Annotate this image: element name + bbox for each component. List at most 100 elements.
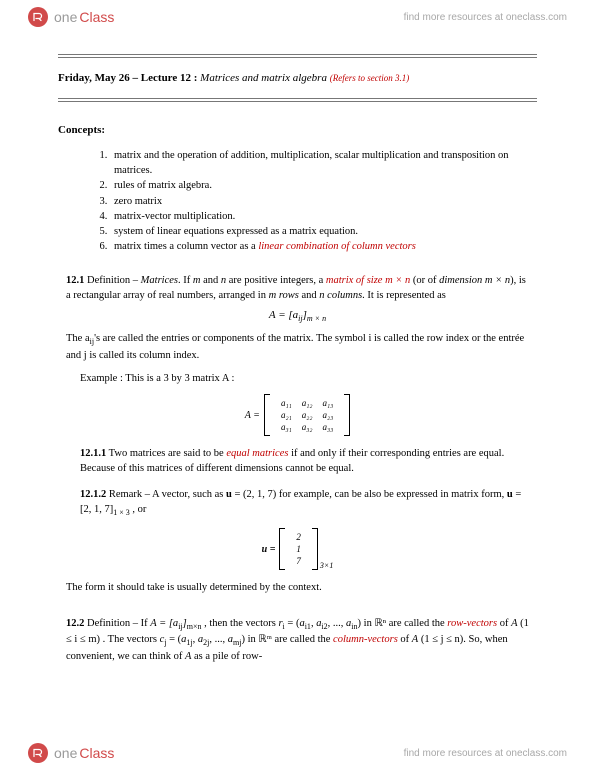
t: . The vectors — [100, 634, 160, 645]
context-line: The form it should take is usually deter… — [66, 580, 529, 595]
t: are positive integers, a — [226, 275, 326, 286]
t: 1 × 3 — [113, 508, 130, 517]
t: A = [a — [269, 309, 298, 321]
def-word: Definition – — [84, 275, 140, 286]
t: = (2, 1, 7) for example, can be also be … — [232, 489, 507, 500]
concept-item: matrix and the operation of addition, mu… — [110, 148, 537, 178]
t: , ..., — [209, 634, 227, 645]
t: The — [66, 333, 85, 344]
t: 12.1.2 — [80, 489, 106, 500]
t: m×n — [187, 622, 202, 631]
t: m rows — [269, 290, 299, 301]
logo-icon — [28, 7, 48, 27]
example-label: Example : This is a 3 by 3 matrix A : — [80, 373, 529, 384]
t: A = [a — [150, 618, 178, 629]
sec-12-1-1: 12.1.1 Two matrices are said to be equal… — [80, 446, 529, 476]
para-entries: The aij's are called the entries or comp… — [66, 331, 529, 363]
logo-icon — [28, 743, 48, 763]
concept-item: zero matrix — [110, 194, 537, 209]
header-bar: oneClass find more resources at oneclass… — [0, 0, 595, 34]
t: entries — [161, 333, 189, 344]
t: column-vectors — [333, 634, 398, 645]
rule-top-2 — [58, 98, 537, 99]
eq-A: A = [aij]m × n — [58, 309, 537, 323]
t: as a pile of row- — [191, 651, 262, 662]
t: (1 ≤ j ≤ n) — [418, 634, 463, 645]
t: are called the — [386, 618, 447, 629]
t: , ..., — [328, 618, 346, 629]
rule-top — [58, 54, 537, 55]
t: A = — [245, 410, 260, 421]
rule-bot — [58, 57, 537, 58]
t: = ( — [166, 634, 181, 645]
t: 's are called the — [94, 333, 161, 344]
t: matrix of size m × n — [326, 275, 410, 286]
document-content: Friday, May 26 – Lecture 12 : Matrices a… — [0, 34, 595, 674]
t: row index — [427, 333, 469, 344]
brand-logo-footer: oneClass — [28, 743, 114, 763]
t: = ( — [285, 618, 300, 629]
t: and — [299, 290, 319, 301]
brand-one: one — [54, 745, 77, 761]
brand-class: Class — [79, 9, 114, 25]
concepts-heading: Concepts: — [58, 124, 537, 136]
title-day: Friday, May 26 – Lecture 12 : — [58, 72, 197, 84]
t: Definition – If — [84, 618, 150, 629]
t: components — [203, 333, 254, 344]
find-more-link[interactable]: find more resources at oneclass.com — [404, 12, 567, 23]
concept-item: matrix-vector multiplication. — [110, 209, 537, 224]
sec-12-1-2: 12.1.2 Remark – A vector, such as u = (2… — [80, 487, 529, 519]
t: 12.2 — [66, 618, 84, 629]
def-12-2: 12.2 Definition – If A = [aij]m×n , then… — [66, 616, 529, 665]
rule-bot-2 — [58, 101, 537, 102]
t: m × n — [307, 314, 326, 323]
brand-class: Class — [79, 745, 114, 761]
t: Remark – A vector, such as — [106, 489, 226, 500]
title-topic: Matrices and matrix algebra — [197, 72, 329, 84]
concept-item: rules of matrix algebra. — [110, 178, 537, 193]
matrix-A: A = a₁₁a₁₂a₁₃ a₂₁a₂₂a₂₃ a₃₁a₃₂a₃₃ — [58, 394, 537, 436]
concept-item: system of linear equations expressed as … — [110, 224, 537, 239]
matrix-u: u = 2 1 7 3×1 — [58, 528, 537, 570]
def-12-1: 12.1 Definition – Matrices. If m and n a… — [66, 273, 529, 303]
t: row-vectors — [447, 618, 497, 629]
find-more-link-footer[interactable]: find more resources at oneclass.com — [404, 748, 567, 759]
brand-logo: oneClass — [28, 7, 114, 27]
t: n columns — [319, 290, 362, 301]
t: ℝᵐ — [258, 634, 271, 645]
t: . If — [178, 275, 193, 286]
t: equal matrices — [226, 448, 288, 459]
brand-one: one — [54, 9, 77, 25]
footer-bar: oneClass find more resources at oneclass… — [0, 736, 595, 770]
t: are called the — [272, 634, 333, 645]
concept-item: matrix times a column vector as a linear… — [110, 239, 537, 254]
t: ℝⁿ — [374, 618, 386, 629]
t: . — [197, 350, 200, 361]
t: ) in — [358, 618, 375, 629]
t: . It is represented as — [362, 290, 446, 301]
t: of the matrix. The symbol — [254, 333, 368, 344]
t: 12.1.1 — [80, 448, 106, 459]
lecture-title: Friday, May 26 – Lecture 12 : Matrices a… — [58, 72, 537, 84]
title-ref: (Refers to section 3.1) — [330, 73, 409, 83]
t: dimension m × n — [439, 275, 510, 286]
t: , or — [130, 504, 147, 515]
concept6-red: linear combination of column vectors — [258, 241, 415, 252]
def-term: Matrices — [141, 275, 178, 286]
t: of — [497, 618, 511, 629]
t: Two matrices are said to be — [106, 448, 226, 459]
concepts-list: matrix and the operation of addition, mu… — [110, 148, 537, 255]
t: column index — [139, 350, 196, 361]
t: is called its — [87, 350, 140, 361]
t: 3×1 — [320, 561, 333, 570]
def-num: 12.1 — [66, 275, 84, 286]
concept6-pre: matrix times a column vector as a — [114, 241, 258, 252]
t: , then the vectors — [201, 618, 278, 629]
t: u = — [262, 544, 276, 555]
t: of — [398, 634, 412, 645]
t: (or of — [410, 275, 439, 286]
t: ) in — [241, 634, 258, 645]
t: or — [189, 333, 203, 344]
t: and — [200, 275, 220, 286]
t: is called the — [371, 333, 426, 344]
